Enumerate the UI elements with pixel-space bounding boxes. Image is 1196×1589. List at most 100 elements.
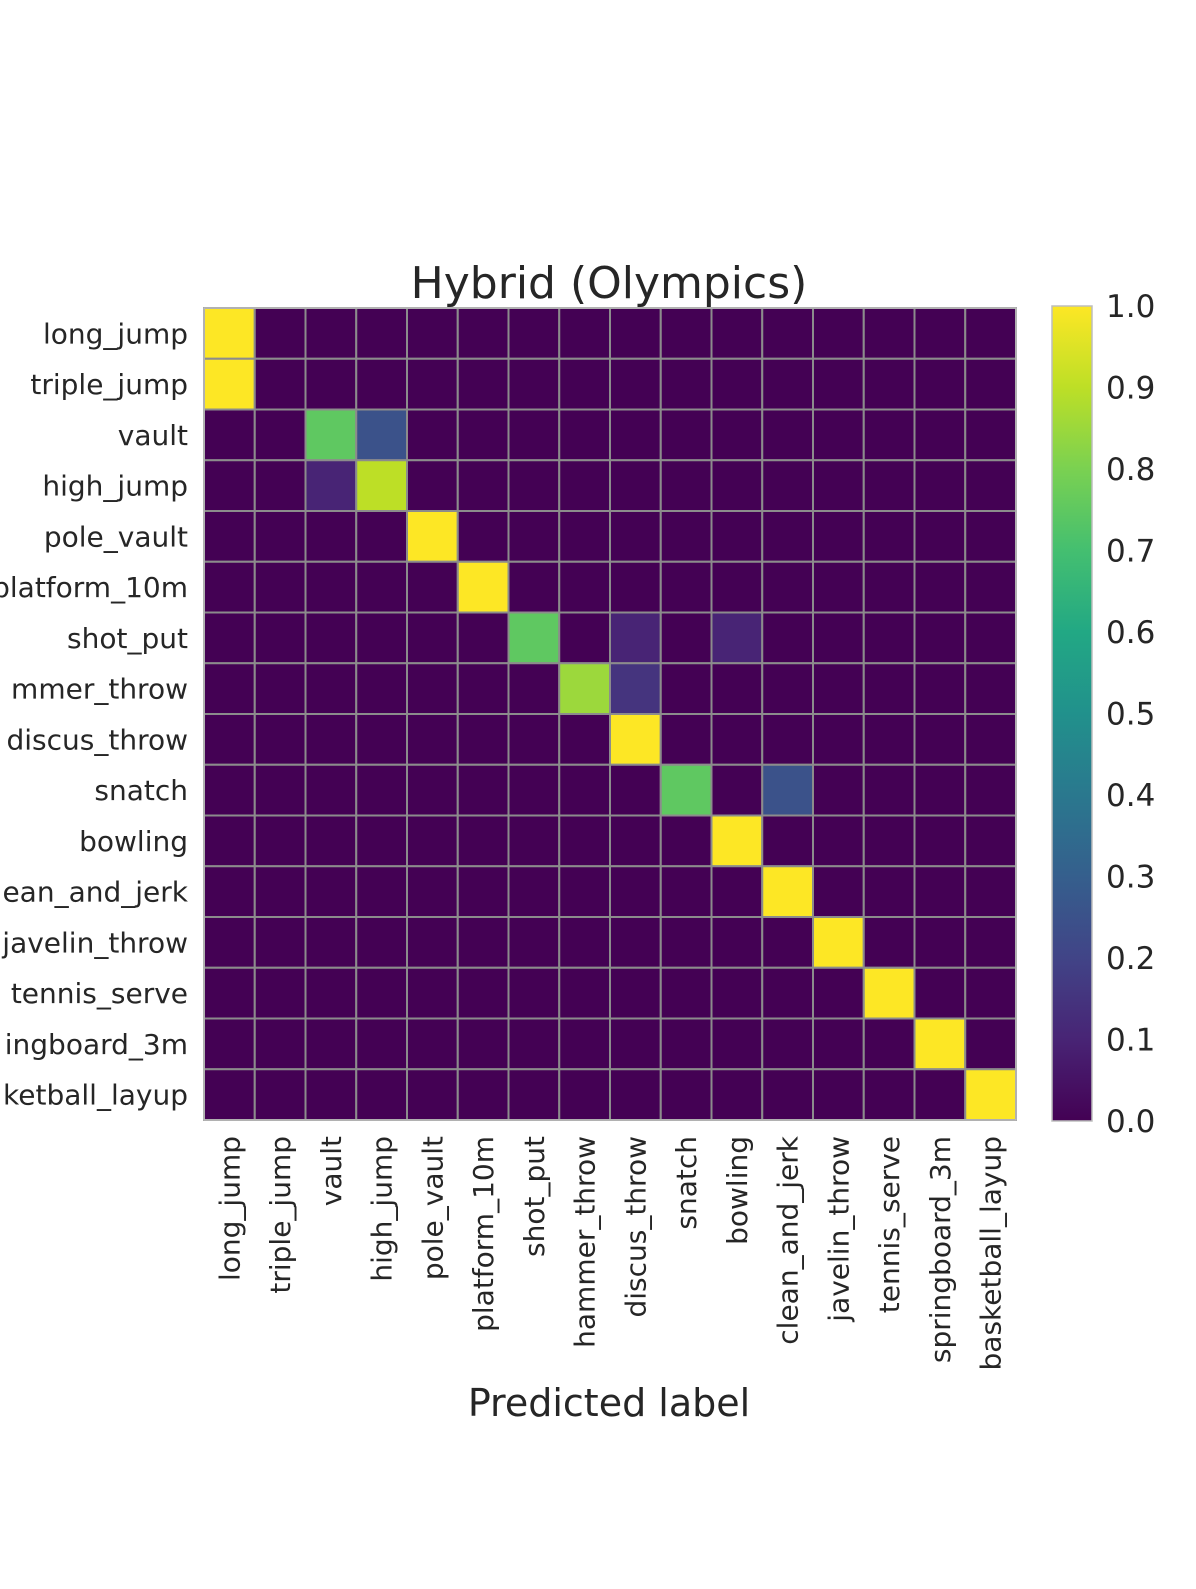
heatmap-cell <box>862 307 916 360</box>
heatmap-cell <box>812 307 865 360</box>
heatmap-cell <box>456 560 510 614</box>
heatmap-cell <box>862 916 916 969</box>
heatmap-cell <box>609 916 662 969</box>
heatmap-cell <box>761 966 814 1020</box>
heatmap-cell <box>812 763 865 817</box>
heatmap-cell <box>456 763 510 817</box>
heatmap-cell <box>913 408 967 462</box>
heatmap-cell <box>253 307 307 360</box>
heatmap-cell <box>355 307 408 360</box>
y-tick-label: shot_put <box>67 622 188 655</box>
x-tick-label: high_jump <box>366 1136 399 1282</box>
heatmap-cell <box>406 966 459 1020</box>
heatmap-cell <box>964 662 1017 715</box>
heatmap-cell <box>253 510 307 563</box>
heatmap-cell <box>862 865 916 918</box>
heatmap-cell <box>761 814 814 868</box>
heatmap-cell <box>761 662 814 715</box>
heatmap-cell <box>203 865 256 918</box>
heatmap-cell <box>456 408 510 462</box>
heatmap-cell <box>558 916 611 969</box>
heatmap-cell <box>710 713 764 766</box>
heatmap-cell <box>609 408 662 462</box>
heatmap-cell <box>355 560 408 614</box>
heatmap-cell <box>406 763 459 817</box>
x-tick-labels: long_jump triple_jump vault high_jump pole_v… <box>213 1135 1007 1370</box>
heatmap-cell <box>710 408 764 462</box>
colorbar-tick-label: 0.7 <box>1106 534 1155 570</box>
heatmap-cell <box>253 611 307 665</box>
heatmap-cell <box>558 560 611 614</box>
heatmap-cell <box>456 1017 510 1071</box>
heatmap-cell <box>304 814 358 868</box>
heatmap-cell <box>812 510 865 563</box>
heatmap-cell <box>659 408 713 462</box>
heatmap-cell <box>406 307 459 360</box>
heatmap-cell <box>304 865 358 918</box>
heatmap-cell <box>456 662 510 715</box>
heatmap-cell <box>507 560 561 614</box>
heatmap-cell <box>761 763 814 817</box>
heatmap-cell <box>456 966 510 1020</box>
x-tick-label: snatch <box>670 1136 703 1230</box>
heatmap-cell <box>862 1068 916 1121</box>
heatmap-cell <box>710 814 764 868</box>
heatmap-cell <box>710 1068 764 1121</box>
heatmap-cell <box>558 814 611 868</box>
y-tick-label: tennis_serve <box>11 977 188 1010</box>
heatmap-cell <box>507 357 561 411</box>
heatmap-cell <box>710 916 764 969</box>
x-tick-label: triple_jump <box>264 1136 297 1294</box>
y-tick-label: platform_10m <box>0 571 188 604</box>
heatmap-cell <box>203 966 256 1020</box>
x-axis-label: Predicted label <box>468 1381 750 1425</box>
heatmap-cell <box>609 966 662 1020</box>
heatmap-cell <box>253 1068 307 1121</box>
heatmap-cell <box>964 916 1017 969</box>
heatmap-cell <box>456 916 510 969</box>
heatmap-cell <box>253 560 307 614</box>
heatmap-cell <box>203 1017 256 1071</box>
heatmap-cell <box>812 357 865 411</box>
heatmap-cell <box>964 1068 1017 1121</box>
heatmap-cell <box>812 865 865 918</box>
heatmap-cell <box>253 865 307 918</box>
heatmap-cell <box>406 510 459 563</box>
heatmap-cell <box>913 814 967 868</box>
heatmap-cell <box>659 307 713 360</box>
heatmap-cell <box>507 916 561 969</box>
colorbar-tick-label: 0.0 <box>1106 1104 1155 1140</box>
heatmap-cell <box>406 713 459 766</box>
heatmap-cell <box>913 510 967 563</box>
heatmap-cell <box>253 763 307 817</box>
x-tick-label: hammer_throw <box>569 1136 602 1348</box>
heatmap-cell <box>355 662 408 715</box>
heatmap-cells <box>203 307 1017 1121</box>
heatmap-cell <box>253 357 307 411</box>
heatmap-cell <box>507 459 561 512</box>
heatmap-cell <box>812 814 865 868</box>
heatmap-cell <box>812 611 865 665</box>
x-tick-label: long_jump <box>213 1136 246 1281</box>
x-tick-label: platform_10m <box>467 1136 500 1332</box>
heatmap-cell <box>609 713 662 766</box>
heatmap-cell <box>710 357 764 411</box>
heatmap-cell <box>659 357 713 411</box>
heatmap-cell <box>406 814 459 868</box>
heatmap-cell <box>456 713 510 766</box>
heatmap-cell <box>862 662 916 715</box>
heatmap-cell <box>761 1068 814 1121</box>
heatmap-cell <box>812 408 865 462</box>
colorbar <box>1051 305 1093 1122</box>
y-tick-label: snatch <box>94 774 188 807</box>
heatmap-cell <box>507 611 561 665</box>
x-tick-label: basketball_layup <box>975 1136 1008 1370</box>
y-tick-label: high_jump <box>42 470 188 503</box>
heatmap-cell <box>558 510 611 563</box>
heatmap-cell <box>812 1017 865 1071</box>
heatmap-cell <box>761 560 814 614</box>
heatmap-cell <box>659 662 713 715</box>
heatmap-cell <box>659 1017 713 1071</box>
heatmap-cell <box>304 662 358 715</box>
